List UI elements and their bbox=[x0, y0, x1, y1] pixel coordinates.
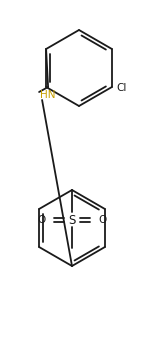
Text: Cl: Cl bbox=[116, 83, 126, 93]
Text: S: S bbox=[68, 213, 76, 227]
Text: O: O bbox=[98, 215, 106, 225]
Text: HN: HN bbox=[40, 90, 56, 100]
Text: O: O bbox=[38, 215, 46, 225]
